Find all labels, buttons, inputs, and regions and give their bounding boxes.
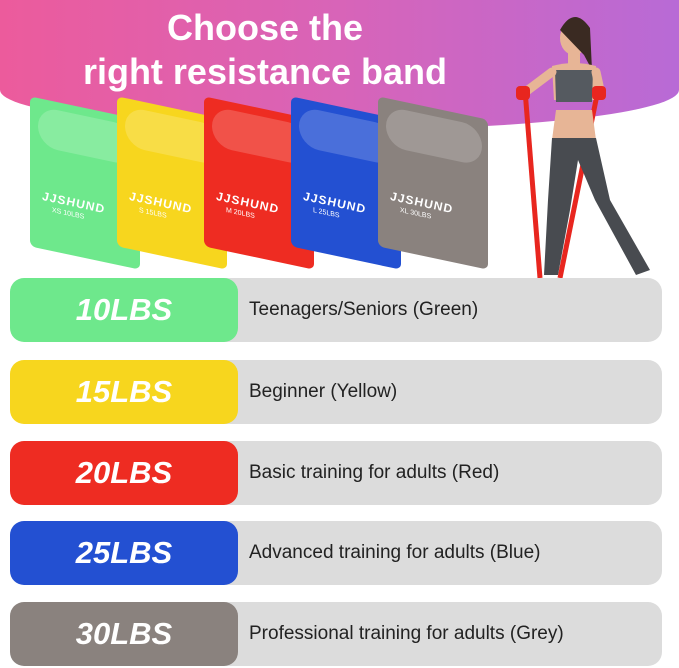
resistance-row-20lbs: 20LBS Basic training for adults (Red): [10, 441, 662, 505]
woman-exercising-image: [516, 16, 650, 279]
band-grey: JJSHUND XL 30LBS: [378, 96, 488, 270]
band-product-image: JJSHUND XS 10LBS JJSHUND S 15LBS JJSHUND M …: [10, 96, 488, 270]
resistance-row-15lbs: 15LBS Beginner (Yellow): [10, 360, 662, 424]
description-text: Advanced training for adults (Blue): [249, 542, 541, 563]
weight-label: 30LBS: [10, 602, 238, 666]
description-bar: [200, 278, 662, 342]
weight-label: 10LBS: [10, 278, 238, 342]
title-line-2: right resistance band: [82, 51, 448, 92]
resistance-row-25lbs: 25LBS Advanced training for adults (Blue…: [10, 521, 662, 585]
weight-label: 25LBS: [10, 521, 238, 585]
description-bar: [200, 360, 662, 424]
weight-label: 20LBS: [10, 441, 238, 505]
resistance-row-30lbs: 30LBS Professional training for adults (…: [10, 602, 662, 666]
description-text: Professional training for adults (Grey): [249, 623, 564, 644]
description-text: Beginner (Yellow): [249, 381, 398, 402]
description-text: Teenagers/Seniors (Green): [249, 299, 479, 320]
description-bar: [200, 602, 662, 666]
resistance-row-10lbs: 10LBS Teenagers/Seniors (Green): [10, 278, 662, 342]
description-text: Basic training for adults (Red): [249, 462, 500, 483]
page-title: Choose the right resistance band: [40, 6, 490, 94]
title-line-1: Choose the: [166, 7, 363, 48]
description-bar: [200, 441, 662, 505]
weight-label: 15LBS: [10, 360, 238, 424]
description-bar: [200, 521, 662, 585]
